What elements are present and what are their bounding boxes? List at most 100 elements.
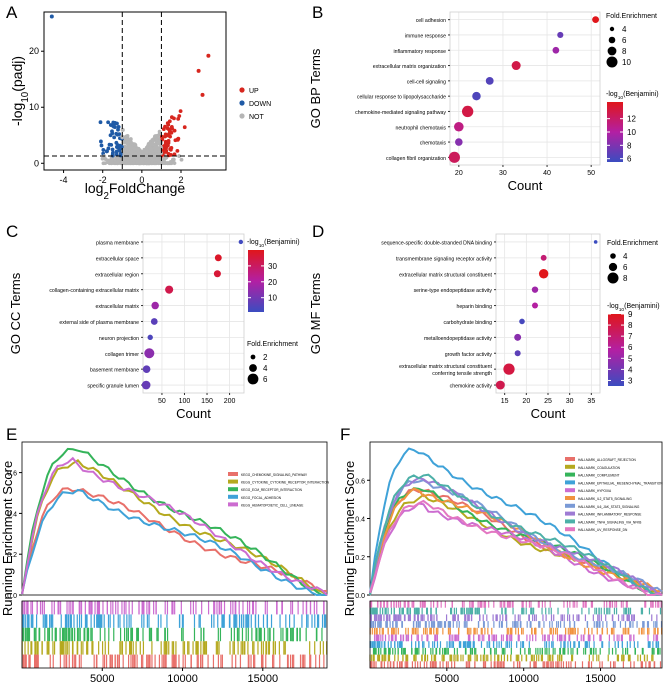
x-tick-label: 100 (179, 398, 191, 405)
category-label: chemokine-mediated signaling pathway (355, 110, 446, 116)
enrichment-curve (21, 447, 327, 596)
y-axis-title: GO MF Terms (308, 272, 323, 354)
legend-label: HALLMARK_ALLOGRAFT_REJECTION (578, 458, 636, 462)
data-point (110, 129, 114, 134)
term-dot (455, 138, 463, 146)
panel-letter: D (312, 222, 324, 241)
data-point (166, 138, 171, 143)
data-point (170, 126, 175, 131)
label-part: log (85, 180, 104, 196)
term-dot (592, 16, 599, 24)
volcano-points (49, 14, 211, 166)
data-point (131, 161, 136, 165)
y-axis-title: GO BP Terms (308, 48, 323, 128)
color-bar-label: 20 (268, 278, 277, 287)
x-tick-label: 0 (139, 175, 144, 185)
x-axis-title: Count (508, 178, 543, 193)
data-point (99, 143, 104, 148)
data-point (114, 152, 119, 157)
data-point (100, 156, 105, 161)
data-point (98, 120, 103, 125)
term-dot (151, 301, 159, 310)
data-point (153, 134, 158, 138)
category-label: neutrophil chemotaxis (396, 125, 447, 131)
size-legend-key (607, 46, 617, 56)
legend-key (565, 464, 575, 469)
legend-key (565, 527, 575, 532)
size-legend-key (247, 373, 259, 385)
data-point (112, 135, 117, 140)
term-dot (238, 239, 244, 245)
category-label: collagen trimer (105, 352, 139, 358)
x-tick-label: 30 (566, 398, 574, 405)
data-point (107, 142, 112, 147)
legend-key (239, 113, 245, 119)
data-point (176, 117, 181, 121)
category-label: extracellular matrix structural constitu… (399, 364, 492, 370)
data-point (108, 133, 113, 138)
legend-title: -log10(Benjamini) (606, 91, 659, 101)
legend-key (565, 457, 575, 461)
data-point (125, 149, 130, 153)
color-bar-label: 30 (268, 262, 277, 271)
data-point (128, 137, 133, 141)
x-tick-label: 150 (201, 398, 213, 405)
data-point (116, 145, 121, 149)
legend-label: HALLMARK_HYPOXIA (578, 489, 612, 493)
size-legend-key (608, 262, 618, 272)
data-point (116, 125, 121, 129)
panel-letter: E (6, 425, 17, 444)
label-part: 10 (619, 307, 625, 313)
legend-title: Fold.Enrichment (607, 240, 658, 247)
data-point (178, 109, 183, 114)
data-point (119, 144, 124, 149)
label-part: (Benjamini) (264, 239, 299, 246)
category-label: extracellular matrix structural constitu… (399, 272, 492, 278)
x-tick-label: 20 (455, 170, 463, 177)
data-point (122, 148, 127, 153)
x-axis-title: Count (176, 406, 211, 421)
y-axis-title: Running Enrichment Score (342, 461, 357, 616)
y-axis-title: GO CC Terms (8, 272, 23, 354)
category-label: basement membrane (90, 368, 139, 374)
enrichment-curve (369, 499, 663, 596)
outlier-point (49, 14, 54, 19)
label-part: (Benjamini) (623, 91, 658, 98)
y-axis-title: -log10(padj) (9, 56, 31, 126)
legend-key (239, 87, 245, 93)
data-point (110, 147, 115, 152)
enrichment-curve (21, 487, 328, 596)
data-point (99, 139, 103, 144)
data-point (152, 158, 156, 162)
data-point (171, 157, 176, 162)
color-bar (248, 250, 264, 312)
data-point (152, 142, 157, 147)
data-point (116, 127, 120, 132)
color-bar-label: 8 (628, 321, 633, 330)
x-tick-label: 40 (543, 170, 551, 177)
label-part: -log (9, 103, 25, 126)
x-tick-label: 15000 (585, 673, 616, 683)
term-dot (557, 31, 564, 39)
y-tick-label: 20 (29, 46, 39, 56)
category-label: collagen-containing extracellular matrix (49, 288, 139, 294)
data-point (156, 158, 161, 163)
legend-label: DOWN (249, 101, 271, 108)
enrichment-curve (21, 488, 328, 597)
term-dot (142, 365, 151, 373)
term-dot (503, 363, 515, 375)
data-point (133, 156, 138, 161)
data-point (140, 156, 145, 160)
panel-letter: F (340, 425, 350, 444)
category-label: extracellular space (96, 256, 139, 262)
legend-label: HALLMARK_COMPLEMENT (578, 474, 619, 478)
size-legend-label: 4 (623, 252, 628, 261)
category-label: external side of plasma membrane (59, 320, 139, 326)
x-tick-label: 25 (544, 398, 552, 405)
x-tick-label: 10000 (508, 673, 539, 683)
legend-key (228, 479, 238, 484)
label-part: 10 (618, 95, 624, 101)
